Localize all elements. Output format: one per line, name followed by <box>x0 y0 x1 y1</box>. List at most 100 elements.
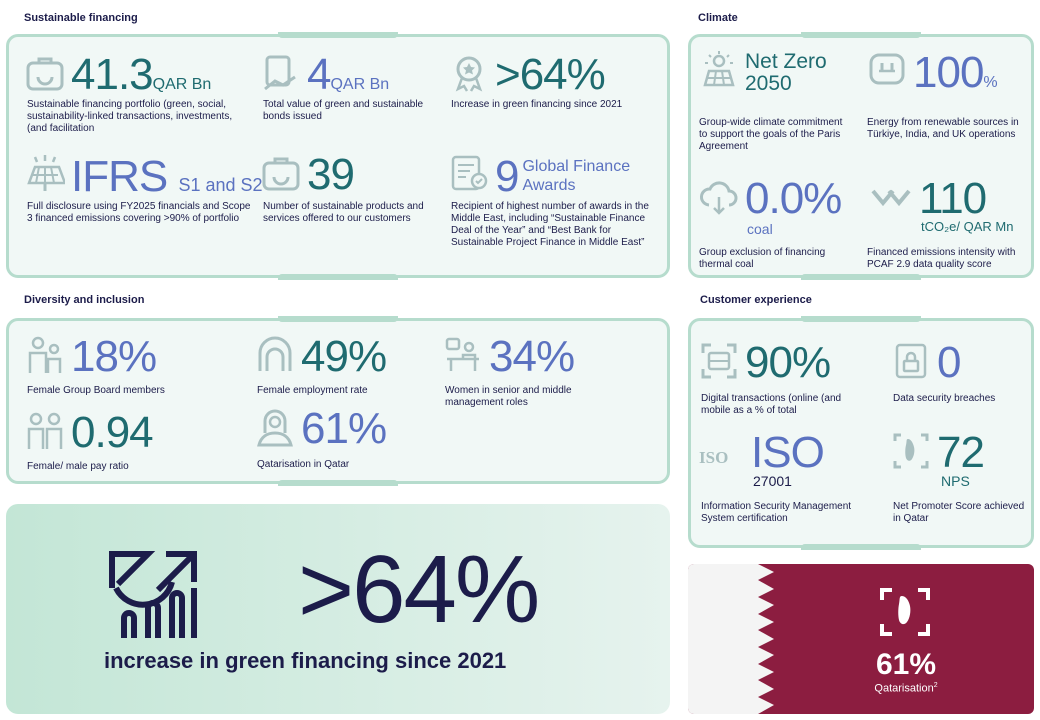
stat-desc: Female employment rate <box>257 385 368 396</box>
flag-footnote: 2 <box>933 682 938 689</box>
stat-unit: NPS <box>941 473 970 489</box>
stat-emissions: 110 tCO₂e/ QAR Mn Financed emissions int… <box>867 177 1033 273</box>
stat-desc: Net Promoter Score achieved in Qatar <box>893 501 1025 524</box>
section-title-customer: Customer experience <box>700 294 812 306</box>
diversity-panel: 18% Female Group Board members 49% Femal… <box>6 318 670 484</box>
stat-value: 0.94 <box>71 408 154 457</box>
value-text-2: 2050 <box>745 72 792 95</box>
stat-renewable: 100% Energy from renewable sources in Tü… <box>867 49 1031 159</box>
people-icon <box>28 336 62 373</box>
stat-net-zero: Net Zero 2050 Group-wide climate commitme… <box>699 49 859 159</box>
stat-unit: coal <box>747 221 773 237</box>
unit-text: % <box>983 74 998 91</box>
stat-value: 110 <box>919 174 987 223</box>
solar-panel-icon <box>27 155 65 191</box>
section-title-sustainable: Sustainable financing <box>24 12 138 24</box>
flag-label-text: Qatarisation <box>874 682 934 695</box>
stat-value: ISO <box>751 428 825 477</box>
stat-value: 72 <box>937 428 985 477</box>
solar-sun-icon <box>703 51 735 87</box>
stat-desc: Group-wide climate commitment to support… <box>699 117 843 152</box>
stat-coal: 0.0% coal Group exclusion of financing t… <box>699 177 859 273</box>
iso-badge-icon: ISO <box>699 448 729 467</box>
lock-icon <box>895 343 927 379</box>
unit-text: QAR Bn <box>330 76 390 93</box>
stat-unit: tCO₂e/ QAR Mn <box>921 219 1014 234</box>
award-ribbon-icon <box>455 56 483 92</box>
highlight-desc: increase in green financing since 2021 <box>104 648 507 673</box>
stat-products: 39 Number of sustainable products and se… <box>261 153 441 263</box>
stat-value: 41.3QAR Bn <box>71 53 211 107</box>
stat-awards: 9 Global Finance Awards Recipient of high… <box>449 153 663 263</box>
stat-desc: Group exclusion of financing thermal coa… <box>699 247 826 270</box>
customer-panel: 90% Digital transactions (online (and mo… <box>688 318 1034 548</box>
stat-value: 0.0% <box>745 174 842 223</box>
stat-management: 34% Women in senior and middle managemen… <box>443 332 643 409</box>
stat-board: 18% Female Group Board members <box>25 335 245 399</box>
stat-desc: Female Group Board members <box>27 385 165 396</box>
stat-value: 0 <box>937 338 962 387</box>
stat-sustainable-portfolio: 41.3QAR Bn Sustainable financing portfol… <box>25 53 249 153</box>
stat-value: 100% <box>913 51 998 105</box>
flag-label: Qatarisation2 <box>856 682 956 695</box>
stat-desc: Total value of green and sustainable bon… <box>263 99 424 122</box>
highlight-value: >64% <box>298 536 540 643</box>
stat-qatarisation: 61% Qatarisation in Qatar <box>255 407 435 471</box>
stat-value: 39 <box>307 150 355 199</box>
flag-serrated-band <box>688 564 774 714</box>
value-text: 9 <box>495 152 520 201</box>
value-text: 100 <box>913 48 984 97</box>
value-text: IFRS <box>71 152 168 201</box>
stat-value: 34% <box>489 332 575 381</box>
stat-desc: Recipient of highest number of awards in… <box>451 201 649 248</box>
qatar-map-icon <box>893 433 929 469</box>
headscarf-person-icon <box>257 409 293 447</box>
scan-icon <box>701 343 737 379</box>
briefcase-icon <box>26 57 64 91</box>
value-text: 41.3 <box>71 50 154 99</box>
stat-bonds-issued: 4QAR Bn Total value of green and sustain… <box>261 53 441 153</box>
value-text: 4 <box>307 50 332 99</box>
stat-value: Net Zero 2050 <box>745 51 827 95</box>
stat-desc: Digital transactions (online (and mobile… <box>701 393 842 416</box>
stat-ifrs: IFRS S1 and S2 Full disclosure using FY2… <box>25 152 263 263</box>
cloud-down-icon <box>700 181 738 215</box>
stat-desc: Full disclosure using FY2025 financials … <box>27 201 251 224</box>
green-financing-highlight: >64% increase in green financing since 2… <box>6 504 670 714</box>
stat-digital: 90% Digital transactions (online (and mo… <box>699 341 875 421</box>
stat-value: >64% <box>495 50 606 99</box>
briefcase-icon <box>262 157 300 191</box>
qatarisation-flag-panel: 61% Qatarisation2 <box>688 564 1034 714</box>
stat-desc: Information Security Management System c… <box>701 501 852 524</box>
stat-green-increase: >64% Increase in green financing since 2… <box>449 53 659 153</box>
stat-value: 9 Global Finance Awards <box>495 155 665 199</box>
stat-desc: Sustainable financing portfolio (green, … <box>27 99 233 134</box>
sustainable-financing-panel: 41.3QAR Bn Sustainable financing portfol… <box>6 34 670 278</box>
stat-value: 18% <box>71 332 157 381</box>
unit-text: S1 and S2 <box>178 175 263 195</box>
flag-value: 61% <box>875 648 937 681</box>
stat-desc: Number of sustainable products and servi… <box>263 201 424 224</box>
stat-value: 4QAR Bn <box>307 53 389 107</box>
office-icon <box>445 337 479 371</box>
arch-person-icon <box>258 336 292 371</box>
unit-text: Global Finance Awards <box>522 158 631 194</box>
growth-chart-icon <box>109 551 197 638</box>
plug-icon <box>869 53 905 85</box>
stat-iso: ISO ISO 27001 Information Security Manag… <box>699 431 883 531</box>
stat-desc: Energy from renewable sources in Türkiye… <box>867 117 1019 140</box>
stat-desc: Data security breaches <box>893 393 996 404</box>
certificate-icon <box>451 155 488 191</box>
qatar-frame-icon <box>880 588 930 636</box>
pair-people-icon <box>27 412 63 449</box>
unit-text: QAR Bn <box>152 76 212 93</box>
value-text: Net Zero <box>745 50 827 73</box>
stat-unit: 27001 <box>753 473 792 489</box>
climate-panel: Net Zero 2050 Group-wide climate commitme… <box>688 34 1034 278</box>
stat-employment: 49% Female employment rate <box>255 335 435 399</box>
stat-desc: Increase in green financing since 2021 <box>451 99 623 110</box>
stat-desc: Women in senior and middle management ro… <box>445 385 572 408</box>
stat-desc: Qatarisation in Qatar <box>257 459 350 470</box>
stat-security: 0 Data security breaches <box>891 341 1031 421</box>
stat-value: 61% <box>301 404 387 453</box>
